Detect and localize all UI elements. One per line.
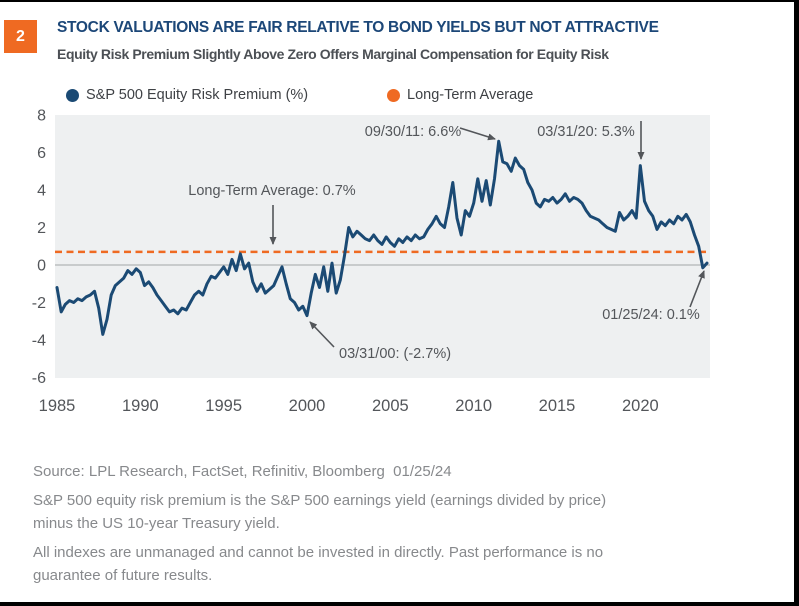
x-axis-tick-label: 1985 [39,397,76,415]
annotation-label: 03/31/20: 5.3% [537,124,635,140]
annotation: 09/30/11: 6.6% [365,124,496,141]
annotation: 01/25/24: 0.1% [602,270,705,323]
y-axis-tick-label: 6 [37,145,46,162]
annotation: 03/31/20: 5.3% [537,121,645,160]
annotation-arrow [309,321,335,348]
annotation-label: 03/31/00: (-2.7%) [339,346,451,362]
y-axis-tick-label: 2 [37,220,46,237]
average-legend-label: Long-Term Average [407,87,534,103]
y-axis-tick-label: -2 [32,295,46,312]
x-axis-labels: 1985 1990 1995 2000 2005 2010 2015 2020 [39,397,659,415]
annotation: 03/31/00: (-2.7%) [309,321,451,362]
x-axis-tick-label: 2010 [455,397,492,415]
annotation-arrow [459,127,496,141]
erp-series-line [55,139,709,336]
annotation-label: 09/30/11: 6.6% [365,124,462,140]
slide-number-badge: 2 [4,20,37,53]
x-axis-tick-label: 2020 [622,397,659,415]
erp-chart: 8 6 4 2 0 -2 -4 -6 1985 1990 1995 2000 2005 2010 2015 2… [32,108,710,415]
disclaimer-text: All indexes are unmanaged and cannot be … [33,544,604,584]
annotation-label: Long-Term Average: 0.7% [188,183,355,199]
x-axis-tick-label: 1995 [205,397,242,415]
y-axis-tick-label: 0 [37,258,46,275]
legend: S&P 500 Equity Risk Premium (%) Long-Ter… [0,86,794,104]
annotation: Long-Term Average: 0.7% [188,183,356,245]
y-axis-labels: 8 6 4 2 0 -2 -4 -6 [32,108,46,387]
x-axis-tick-label: 1990 [122,397,159,415]
legend-item-average: Long-Term Average [387,86,533,104]
y-axis-tick-label: -4 [32,333,46,350]
x-axis-tick-label: 2005 [372,397,409,415]
footer: Source: LPL Research, FactSet, Refinitiv… [33,460,733,587]
series-legend-label: S&P 500 Equity Risk Premium (%) [86,87,309,103]
y-axis-tick-label: 8 [37,108,46,125]
y-axis-tick-label: -6 [32,370,46,387]
chart-title: STOCK VALUATIONS ARE FAIR RELATIVE TO BO… [57,19,659,36]
annotation-arrow [689,270,705,308]
x-axis-tick-label: 2000 [289,397,326,415]
y-axis-tick-label: 4 [37,183,46,200]
x-axis-tick-label: 2015 [539,397,576,415]
annotation-label: 01/25/24: 0.1% [602,307,700,323]
definition-text: S&P 500 equity risk premium is the S&P 5… [33,492,607,532]
plot-area [55,115,710,378]
average-legend-dot-icon [387,88,400,102]
source-text: Source: LPL Research, FactSet, Refinitiv… [33,463,452,480]
series-legend-dot-icon [66,88,79,102]
legend-item-series: S&P 500 Equity Risk Premium (%) [66,86,308,104]
chart-subtitle: Equity Risk Premium Slightly Above Zero … [57,46,609,62]
